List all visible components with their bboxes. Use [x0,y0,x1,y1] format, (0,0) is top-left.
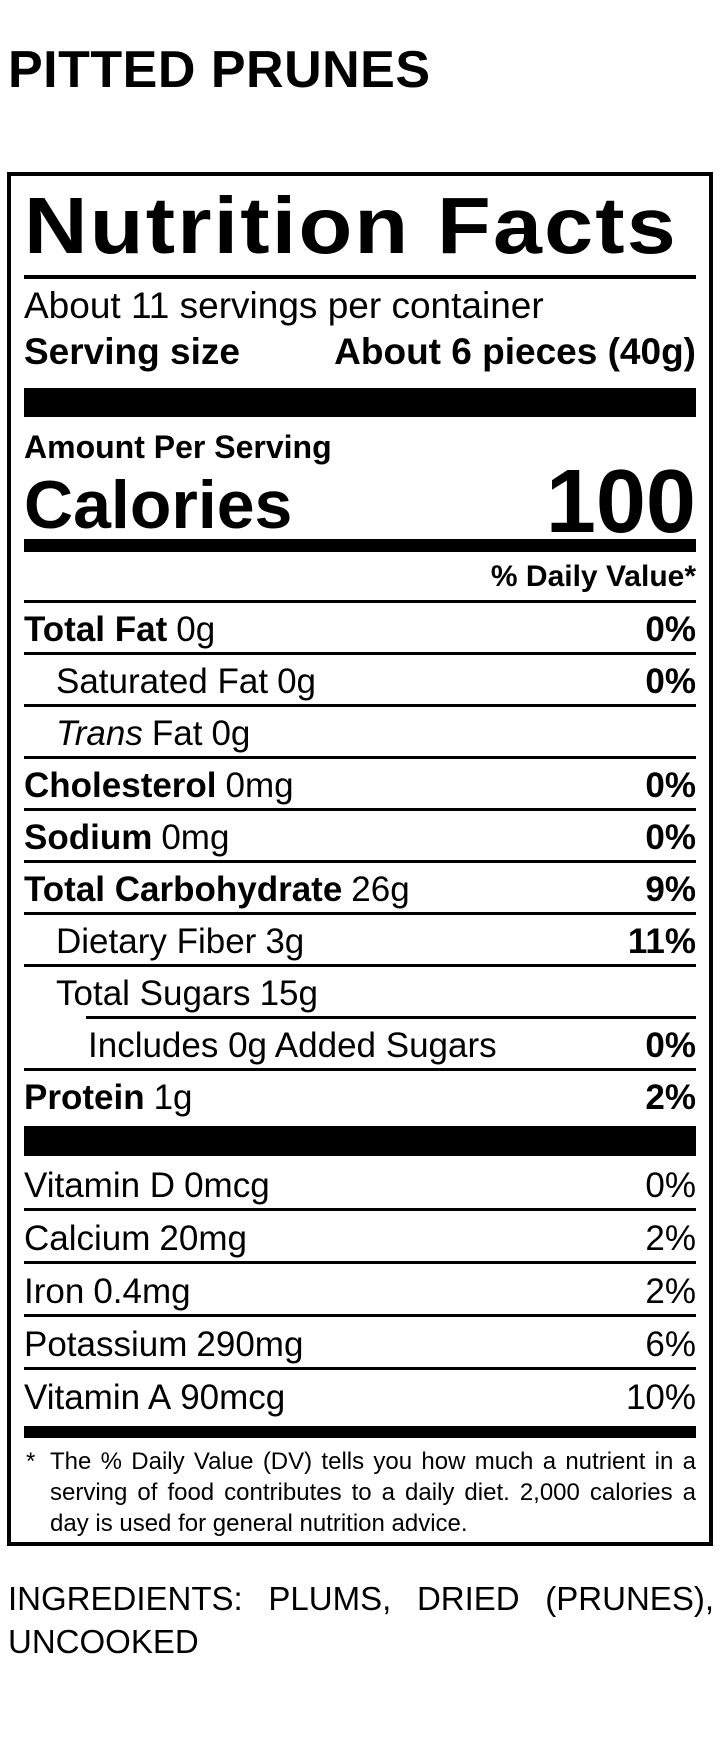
ingredients-text: INGREDIENTS: PLUMS, DRIED (PRUNES), UNCO… [8,1580,714,1660]
footnote: * The % Daily Value (DV) tells you how mu… [24,1446,696,1539]
nutrient-name: Potassium [24,1325,188,1365]
nutrient-name: Protein [24,1078,145,1118]
section-bar-vitamins [24,1126,696,1157]
nutrient-amount: 15g [259,974,318,1014]
label-heading: Nutrition Facts [24,181,678,270]
vitamin-row-iron: Iron 0.4mg 2% [24,1261,696,1314]
nutrient-amount: 290mg [196,1325,304,1365]
nutrient-amount: 0g [277,662,317,702]
nutrient-name: Dietary Fiber [56,922,257,962]
section-bar-footnote [24,1426,696,1439]
nutrient-amount: 0g [176,610,216,650]
calories-row: Calories 100 [24,452,696,553]
nutrient-name: Fat [151,714,203,754]
footnote-text: The % Daily Value (DV) tells you how muc… [50,1448,696,1538]
nutrient-amount: 0.4mg [93,1272,191,1312]
calories-label: Calories [24,467,293,544]
nutrient-name-italic: Trans [56,714,143,754]
calories-bar [24,539,696,553]
nutrient-name: Cholesterol [24,766,217,806]
daily-value: 6% [645,1325,696,1365]
nutrient-amount: 26g [351,870,410,910]
nutrient-name: Iron [24,1272,85,1312]
daily-value: 2% [645,1272,696,1312]
nutrient-amount: 90mcg [180,1378,286,1418]
product-title: PITTED PRUNES [8,41,431,99]
nutrient-row-total-sugars: Total Sugars 15g [24,964,696,1016]
nutrient-amount: 0mg [161,818,230,858]
daily-value: 0% [645,662,696,702]
nutrient-row-protein: Protein 1g 2% [24,1068,696,1120]
amount-per-serving: Amount Per Serving [24,429,332,465]
nutrient-row-sodium: Sodium 0mg 0% [24,808,696,860]
nutrient-row-added-sugars: Includes 0g Added Sugars 0% [24,1019,696,1068]
nutrient-name: Total Sugars [56,974,251,1014]
daily-value: 2% [645,1078,696,1118]
footnote-marker: * [26,1448,36,1476]
nutrient-name: Includes 0g Added Sugars [88,1026,497,1066]
daily-value: 9% [645,870,696,910]
nutrient-row-saturated-fat: Saturated Fat 0g 0% [24,652,696,704]
daily-value-header: % Daily Value* [490,560,696,594]
section-bar-top [24,388,696,417]
nutrient-name: Vitamin A [24,1378,172,1418]
nutrient-amount: 0mg [225,766,294,806]
vitamin-row-calcium: Calcium 20mg 2% [24,1208,696,1261]
nutrient-name: Total Fat [24,610,168,650]
nutrient-row-dietary-fiber: Dietary Fiber 3g 11% [24,912,696,964]
nutrient-amount: 1g [153,1078,193,1118]
nutrient-row-total-carbohydrate: Total Carbohydrate 26g 9% [24,860,696,912]
vitamins-section: Vitamin D 0mcg 0% Calcium 20mg 2% Iron 0.4m… [24,1156,696,1420]
vitamin-row-vitamin-d: Vitamin D 0mcg 0% [24,1156,696,1208]
nutrient-name: Total Carbohydrate [24,870,343,910]
serving-size-row: Serving size About 6 pieces (40g) [24,331,696,373]
servings-per-container: About 11 servings per container [24,285,544,326]
nutrient-row-cholesterol: Cholesterol 0mg 0% [24,756,696,808]
nutrient-name: Sodium [24,818,153,858]
nutrient-amount: 0g [211,714,251,754]
daily-value: 0% [645,1166,696,1206]
nutrient-row-total-fat: Total Fat 0g 0% [24,600,696,652]
daily-value: 10% [625,1378,696,1418]
nutrition-facts-label: Nutrition Facts About 11 servings per co… [7,172,713,1546]
daily-value: 0% [645,818,696,858]
nutrient-name: Calcium [24,1219,151,1259]
vitamin-row-vitamin-a: Vitamin A 90mcg 10% [24,1367,696,1420]
nutrient-amount: 20mg [159,1219,247,1259]
nutrient-row-trans-fat: Trans Fat 0g [24,704,696,756]
nutrient-name: Vitamin D [24,1166,176,1206]
heading-rule [24,275,696,279]
nutrient-name: Saturated Fat [56,662,269,702]
added-sugars-rule [86,1016,696,1020]
serving-size-value: About 6 pieces (40g) [334,331,696,372]
vitamin-row-potassium: Potassium 290mg 6% [24,1314,696,1367]
daily-value: 0% [645,1026,696,1066]
calories-value: 100 [545,452,696,553]
daily-value: 0% [645,610,696,650]
nutrient-amount: 0mcg [184,1166,270,1206]
daily-value: 0% [645,766,696,806]
nutrient-amount: 3g [265,922,305,962]
daily-value: 11% [627,922,696,962]
serving-size-label: Serving size [24,331,240,372]
daily-value: 2% [645,1219,696,1259]
